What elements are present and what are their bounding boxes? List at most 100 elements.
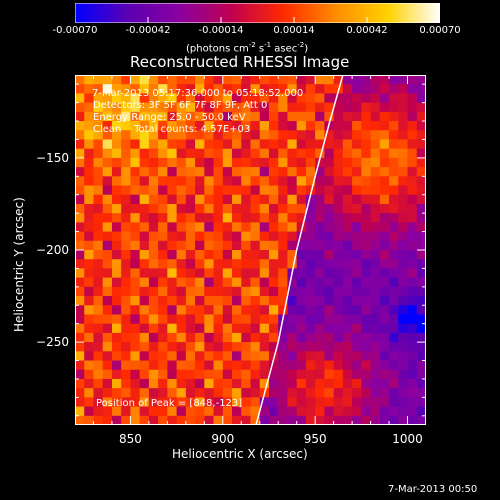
- heatmap-cell: [379, 231, 390, 242]
- heatmap-cell: [370, 203, 381, 214]
- heatmap-cell: [278, 351, 288, 361]
- heatmap-cell: [407, 388, 418, 398]
- heatmap-cell: [407, 415, 418, 425]
- heatmap-cell: [407, 286, 418, 297]
- heatmap-cell: [75, 148, 85, 159]
- heatmap-cell: [268, 75, 279, 85]
- x-tick-label: 900: [211, 432, 235, 446]
- heatmap-cell: [158, 406, 168, 417]
- heatmap-cell: [195, 360, 205, 371]
- heatmap-cell: [148, 360, 159, 371]
- heatmap-cell: [84, 378, 94, 389]
- heatmap-cell: [250, 222, 261, 232]
- heatmap-cell: [352, 314, 362, 325]
- heatmap-cell: [278, 139, 288, 150]
- heatmap-cell: [268, 121, 279, 131]
- heatmap-cell: [398, 222, 408, 232]
- heatmap-cell: [278, 342, 288, 352]
- heatmap-cell: [324, 342, 335, 352]
- heatmap-cell: [176, 378, 187, 389]
- heatmap-cell: [259, 342, 270, 352]
- heatmap-cell: [93, 84, 104, 94]
- heatmap-cell: [398, 139, 408, 150]
- heatmap-cell: [232, 314, 242, 325]
- heatmap-cell: [176, 240, 187, 251]
- heatmap-cell: [121, 406, 131, 417]
- heatmap-cell: [167, 213, 178, 223]
- heatmap-cell: [416, 213, 426, 223]
- heatmap-cell: [250, 84, 261, 94]
- heatmap-cell: [416, 185, 426, 196]
- heatmap-cell: [195, 323, 205, 334]
- heatmap-cell: [213, 369, 224, 380]
- heatmap-cell: [75, 121, 85, 131]
- heatmap-cell: [232, 378, 242, 389]
- heatmap-cell: [185, 222, 196, 232]
- heatmap-cell: [195, 415, 205, 425]
- heatmap-cell: [361, 231, 371, 242]
- heatmap-cell: [195, 305, 205, 315]
- heatmap-cell: [158, 231, 168, 242]
- heatmap-cell: [176, 167, 187, 177]
- heatmap-cell: [398, 75, 408, 85]
- heatmap-cell: [250, 139, 261, 150]
- heatmap-cell: [176, 75, 187, 85]
- heatmap-cell: [75, 222, 85, 232]
- heatmap-cell: [195, 240, 205, 251]
- heatmap-cell: [75, 323, 85, 334]
- heatmap-cell: [93, 121, 104, 131]
- heatmap-cell: [75, 111, 85, 122]
- heatmap-cell: [407, 111, 418, 122]
- heatmap-cell: [121, 342, 131, 352]
- heatmap-cell: [324, 277, 335, 288]
- heatmap-cell: [111, 213, 122, 223]
- heatmap-cell: [102, 75, 113, 85]
- heatmap-cell: [158, 342, 168, 352]
- heatmap-cell: [268, 286, 279, 297]
- heatmap-cell: [121, 296, 131, 306]
- heatmap-cell: [139, 388, 150, 398]
- heatmap-cell: [342, 185, 353, 196]
- heatmap-cell: [84, 93, 94, 104]
- heatmap-cell: [84, 222, 94, 232]
- y-tick-label: −250: [36, 335, 69, 350]
- heatmap-cell: [176, 231, 187, 242]
- heatmap-cell: [278, 75, 288, 85]
- heatmap-cell: [250, 268, 261, 279]
- heatmap-cell: [333, 176, 344, 186]
- heatmap-cell: [111, 84, 122, 94]
- heatmap-cell: [315, 157, 325, 168]
- heatmap-cell: [287, 250, 298, 260]
- heatmap-cell: [158, 286, 168, 297]
- heatmap-cell: [389, 121, 399, 131]
- heatmap-cell: [111, 286, 122, 297]
- heatmap-cell: [342, 176, 353, 186]
- heatmap-cell: [75, 369, 85, 380]
- heatmap-cell: [222, 222, 233, 232]
- heatmap-cell: [195, 259, 205, 269]
- heatmap-cell: [148, 259, 159, 269]
- heatmap-cell: [84, 277, 94, 288]
- heatmap-cell: [204, 231, 214, 242]
- heatmap-cell: [407, 213, 418, 223]
- heatmap-cell: [250, 415, 261, 425]
- heatmap-cell: [130, 231, 141, 242]
- heatmap-cell: [389, 240, 399, 251]
- heatmap-cell: [342, 406, 353, 417]
- heatmap-cell: [287, 148, 298, 159]
- heatmap-cell: [278, 121, 288, 131]
- colorbar-tick-label: -0.00070: [52, 25, 98, 36]
- heatmap-cell: [204, 139, 214, 150]
- heatmap-cell: [232, 286, 242, 297]
- heatmap-cell: [416, 314, 426, 325]
- heatmap-cell: [139, 139, 150, 150]
- heatmap-cell: [315, 84, 325, 94]
- heatmap-cell: [296, 139, 307, 150]
- heatmap-cell: [111, 185, 122, 196]
- heatmap-cell: [305, 323, 316, 334]
- heatmap-cell: [407, 360, 418, 371]
- heatmap-cell: [315, 250, 325, 260]
- heatmap-cell: [195, 213, 205, 223]
- heatmap-cell: [185, 213, 196, 223]
- heatmap-cell: [222, 259, 233, 269]
